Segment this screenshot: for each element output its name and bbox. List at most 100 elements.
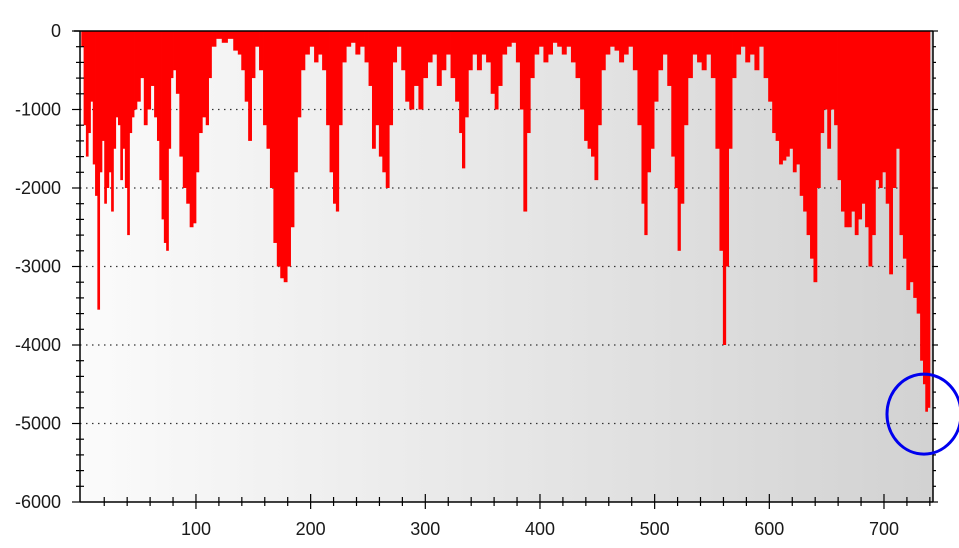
bar: [710, 31, 716, 79]
bar: [445, 31, 451, 55]
bar: [175, 31, 180, 94]
axes: [72, 30, 938, 509]
bar: [205, 31, 209, 126]
bar: [687, 31, 693, 79]
bar: [464, 31, 469, 118]
bar: [131, 31, 135, 118]
bar: [455, 31, 460, 102]
bar: [871, 31, 876, 236]
bar: [754, 31, 760, 71]
bar: [335, 31, 340, 212]
bar: [782, 31, 787, 161]
bar: [799, 31, 804, 196]
bar: [322, 31, 327, 71]
bar: [359, 31, 365, 47]
bar: [99, 31, 103, 173]
bar: [385, 31, 390, 188]
bar: [494, 31, 499, 110]
bar: [878, 31, 883, 188]
bar: [637, 31, 642, 126]
bar: [530, 31, 535, 79]
y-tick-label: -1000: [15, 100, 61, 120]
bar: [211, 31, 217, 47]
bar: [715, 31, 720, 149]
bar: [749, 31, 755, 55]
bar: [85, 31, 89, 157]
highlight-circle: [885, 372, 959, 456]
bar: [650, 31, 655, 149]
bar: [147, 31, 152, 110]
bar: [81, 31, 84, 47]
bar: [115, 31, 119, 118]
bar: [680, 31, 685, 204]
bar: [851, 31, 856, 212]
bar: [143, 31, 148, 126]
bar: [789, 31, 794, 149]
bar: [865, 31, 869, 228]
bar: [418, 31, 424, 110]
bar: [309, 31, 315, 47]
bar: [481, 31, 487, 55]
bar: [868, 31, 873, 267]
bar: [667, 31, 672, 86]
tick-labels: 0 -1000 -2000 -3000 -4000 -5000 -6000 100 200 300…: [15, 21, 899, 539]
bar: [740, 31, 746, 47]
bar: [186, 31, 191, 204]
bar: [927, 31, 931, 408]
bar: [796, 31, 801, 165]
bar: [701, 31, 707, 71]
bar: [692, 31, 698, 55]
bar: [198, 31, 203, 134]
bar: [170, 31, 174, 79]
bar: [538, 31, 544, 47]
bar: [297, 31, 302, 118]
bar: [820, 31, 825, 134]
bar: [591, 31, 595, 157]
bar: [823, 31, 828, 110]
bar: [662, 31, 668, 55]
bar: [304, 31, 310, 55]
bar: [858, 31, 863, 220]
bar: [909, 31, 914, 283]
bar: [179, 31, 184, 157]
bar: [314, 31, 319, 63]
bar: [173, 31, 177, 71]
bar: [375, 31, 380, 126]
bar: [427, 31, 433, 63]
bar: [227, 31, 234, 39]
bar: [892, 31, 897, 188]
bar: [405, 31, 410, 102]
bar: [168, 31, 172, 149]
bar: [671, 31, 676, 157]
bar: [683, 31, 689, 126]
bar: [768, 31, 773, 102]
bar: [163, 31, 167, 243]
bar: [266, 31, 271, 149]
bar: [290, 31, 295, 228]
y-tick-label: -3000: [15, 257, 61, 277]
bar: [641, 31, 645, 204]
bar: [543, 31, 549, 63]
bar: [486, 31, 492, 63]
bar: [810, 31, 814, 259]
bar: [273, 31, 278, 243]
bar: [674, 31, 678, 188]
bar: [389, 31, 394, 126]
bar: [899, 31, 904, 236]
bar: [382, 31, 387, 173]
bar: [101, 31, 105, 141]
bar: [775, 31, 780, 141]
y-tick-label: 0: [51, 21, 61, 41]
bar: [575, 31, 581, 79]
y-tick-label: -4000: [15, 335, 61, 355]
bar: [566, 31, 572, 47]
bar: [719, 31, 724, 251]
bar: [902, 31, 907, 259]
bar: [609, 31, 615, 47]
bar: [614, 31, 620, 51]
bar: [276, 31, 281, 267]
bar: [511, 31, 517, 43]
bar: [237, 31, 242, 55]
bar: [570, 31, 576, 63]
